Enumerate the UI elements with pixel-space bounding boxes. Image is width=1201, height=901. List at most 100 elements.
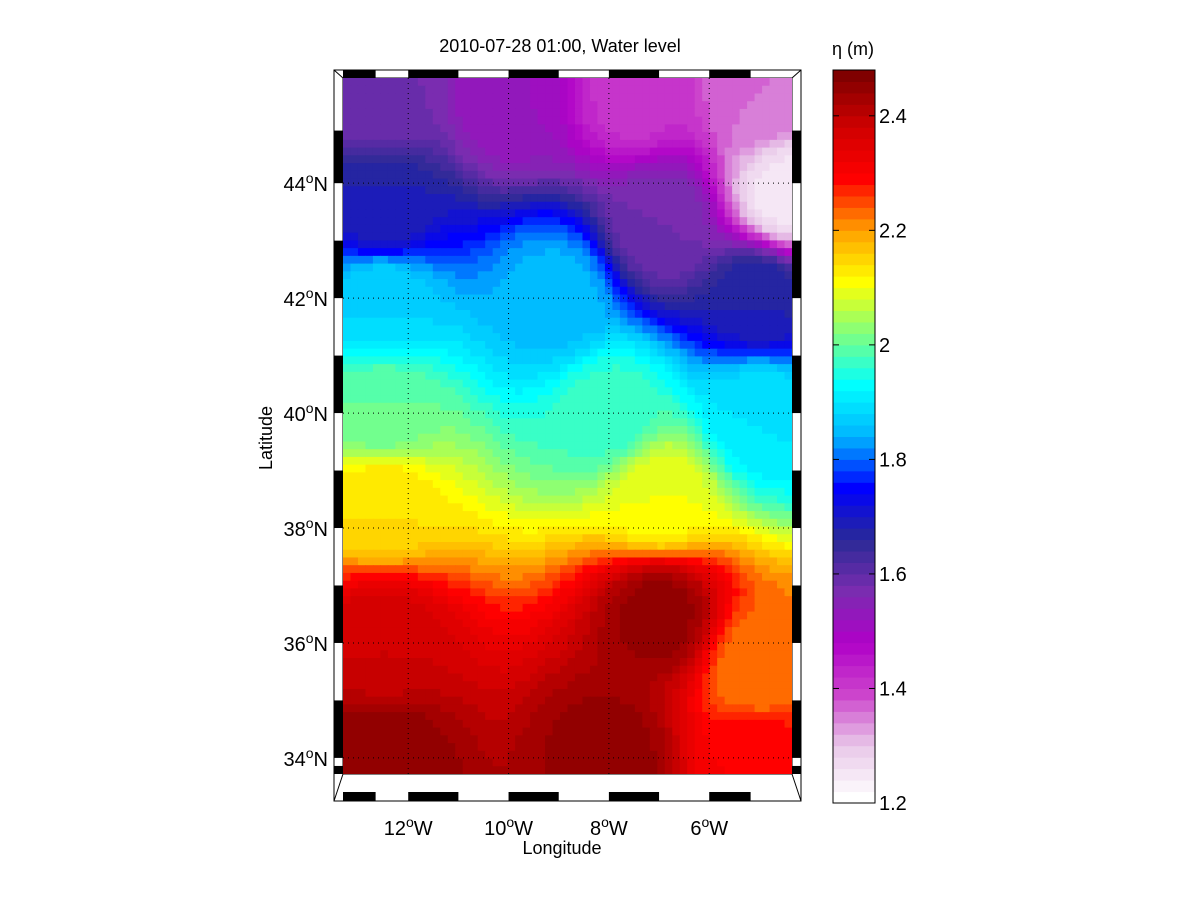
heatmap-cell (447, 248, 456, 257)
heatmap-cell (702, 650, 711, 659)
heatmap-cell (657, 557, 666, 566)
heatmap-cell (649, 147, 658, 156)
heatmap-cell (769, 286, 778, 296)
heatmap-cell (634, 696, 643, 705)
heatmap-cell (694, 526, 703, 535)
heatmap-cell (462, 603, 471, 613)
heatmap-cell (769, 317, 778, 327)
heatmap-cell (447, 255, 456, 265)
heatmap-cell (687, 402, 696, 412)
heatmap-cell (574, 480, 584, 489)
heatmap-cell (687, 85, 696, 95)
heatmap-cell (657, 317, 666, 327)
heatmap-cell (425, 418, 434, 427)
heatmap-cell (582, 464, 591, 473)
heatmap-cell (769, 596, 778, 605)
heatmap-cell (754, 78, 763, 87)
heatmap-cell (552, 572, 561, 582)
heatmap-cell (762, 279, 771, 288)
heatmap-cell (440, 209, 449, 218)
heatmap-cell (762, 263, 771, 272)
heatmap-cell (702, 248, 711, 257)
heatmap-cell (649, 696, 658, 705)
heatmap-cell (507, 542, 516, 551)
heatmap-cell (462, 317, 471, 327)
heatmap-cell (619, 526, 628, 535)
heatmap-cell (372, 658, 382, 667)
heatmap-cell (470, 201, 479, 211)
heatmap-cell (350, 364, 359, 373)
heatmap-cell (739, 248, 748, 257)
heatmap-cell (560, 480, 569, 489)
heatmap-cell (709, 224, 718, 234)
heatmap-cell (687, 155, 696, 164)
heatmap-cell (350, 572, 359, 582)
heatmap-cell (410, 542, 419, 551)
heatmap-cell (687, 456, 696, 466)
heatmap-cell (402, 426, 411, 435)
heatmap-cell (395, 596, 404, 605)
heatmap-cell (582, 549, 591, 559)
heatmap-cell (732, 348, 741, 357)
heatmap-cell (380, 379, 389, 388)
heatmap-cell (447, 201, 456, 211)
heatmap-cell (769, 588, 778, 597)
heatmap-cell (545, 580, 554, 589)
heatmap-cell (657, 665, 666, 675)
heatmap-cell (402, 263, 411, 272)
heatmap-cell (589, 402, 599, 412)
heatmap-cell (657, 580, 666, 589)
heatmap-cell (619, 387, 628, 396)
frame-segment (508, 792, 559, 801)
heatmap-cell (657, 340, 666, 350)
heatmap-cell (574, 665, 584, 675)
heatmap-cell (649, 619, 658, 628)
heatmap-cell (574, 279, 584, 288)
heatmap-cell (597, 696, 606, 705)
heatmap-cell (754, 217, 763, 226)
heatmap-cell (447, 464, 456, 473)
heatmap-cell (717, 387, 726, 396)
heatmap-cell (537, 526, 546, 535)
heatmap-cell (462, 572, 471, 582)
heatmap-cell (485, 255, 494, 265)
heatmap-cell (739, 456, 748, 466)
heatmap-cell (560, 348, 569, 357)
heatmap-cell (440, 472, 449, 481)
heatmap-cell (739, 426, 748, 435)
heatmap-cell (455, 348, 464, 357)
heatmap-cell (672, 271, 681, 280)
heatmap-cell (500, 472, 509, 481)
heatmap-cell (642, 549, 651, 559)
heatmap-cell (589, 271, 599, 280)
heatmap-cell (702, 286, 711, 296)
heatmap-cell (679, 603, 688, 613)
heatmap-cell (485, 464, 494, 473)
heatmap-cell (350, 681, 359, 690)
heatmap-cell (709, 503, 718, 512)
heatmap-cell (410, 387, 419, 396)
heatmap-cell (649, 279, 658, 288)
heatmap-cell (477, 603, 486, 613)
heatmap-cell (619, 286, 628, 296)
heatmap-cell (492, 317, 501, 327)
heatmap-cell (769, 279, 778, 288)
heatmap-cell (537, 170, 546, 180)
heatmap-cell (477, 186, 486, 195)
heatmap-cell (462, 503, 471, 512)
heatmap-cell (762, 310, 771, 319)
heatmap-cell (395, 658, 404, 667)
heatmap-cell (537, 240, 546, 249)
heatmap-cell (372, 170, 382, 180)
heatmap-cell (507, 472, 516, 481)
heatmap-cell (530, 325, 539, 334)
heatmap-cell (574, 333, 584, 342)
heatmap-cell (500, 356, 509, 365)
heatmap-cell (762, 116, 771, 125)
heatmap-cell (402, 588, 411, 597)
heatmap-cell (597, 441, 606, 450)
heatmap-cell (642, 580, 651, 589)
heatmap-cell (679, 696, 688, 705)
heatmap-cell (462, 155, 471, 164)
heatmap-cell (432, 449, 441, 458)
